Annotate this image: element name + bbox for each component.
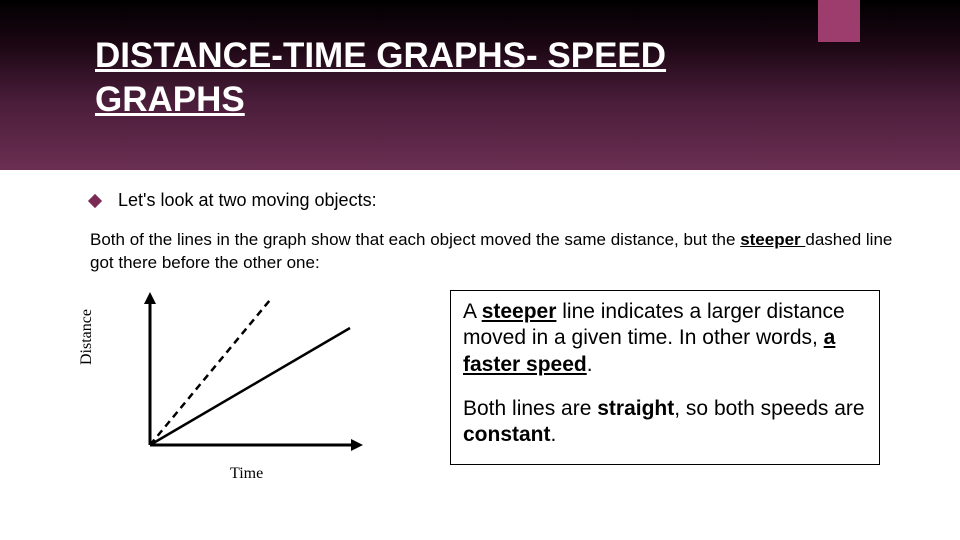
callout-2-straight: straight — [597, 397, 674, 420]
callout-paragraph-1: A steeper line indicates a larger distan… — [463, 299, 867, 378]
lower-row: Distance Time A steeper line indicates a… — [90, 290, 920, 465]
x-axis-label: Time — [230, 465, 263, 483]
diamond-bullet-icon — [88, 193, 102, 207]
callout-box: A steeper line indicates a larger distan… — [450, 290, 880, 465]
solid-line-series — [150, 328, 350, 445]
body-steeper: steeper — [740, 230, 805, 249]
bullet-text: Let's look at two moving objects: — [118, 190, 377, 211]
header-band: DISTANCE-TIME GRAPHS- SPEED GRAPHS — [0, 0, 960, 170]
callout-2-a: Both lines are — [463, 397, 597, 420]
callout-1-steeper: steeper — [482, 300, 557, 323]
body-pre: Both of the lines in the graph show that… — [90, 230, 740, 249]
accent-tab — [818, 0, 860, 42]
callout-2-c: . — [551, 423, 557, 446]
content-area: Let's look at two moving objects: Both o… — [90, 190, 900, 287]
callout-2-constant: constant — [463, 423, 551, 446]
callout-2-b: , so both speeds are — [674, 397, 864, 420]
bullet-row: Let's look at two moving objects: — [90, 190, 900, 211]
callout-1-a: A — [463, 300, 482, 323]
title-line-1: DISTANCE-TIME GRAPHS- SPEED — [95, 36, 666, 75]
graph-container: Distance Time — [90, 290, 410, 465]
callout-paragraph-2: Both lines are straight, so both speeds … — [463, 396, 867, 449]
y-arrow-icon — [144, 292, 156, 304]
title-line-2: GRAPHS — [95, 80, 245, 119]
dashed-line-series — [150, 300, 270, 445]
callout-1-c: . — [587, 353, 593, 376]
x-arrow-icon — [351, 439, 363, 451]
distance-time-graph — [130, 290, 370, 460]
body-paragraph: Both of the lines in the graph show that… — [90, 229, 900, 275]
slide-title: DISTANCE-TIME GRAPHS- SPEED GRAPHS — [95, 34, 666, 122]
y-axis-label: Distance — [78, 309, 96, 365]
